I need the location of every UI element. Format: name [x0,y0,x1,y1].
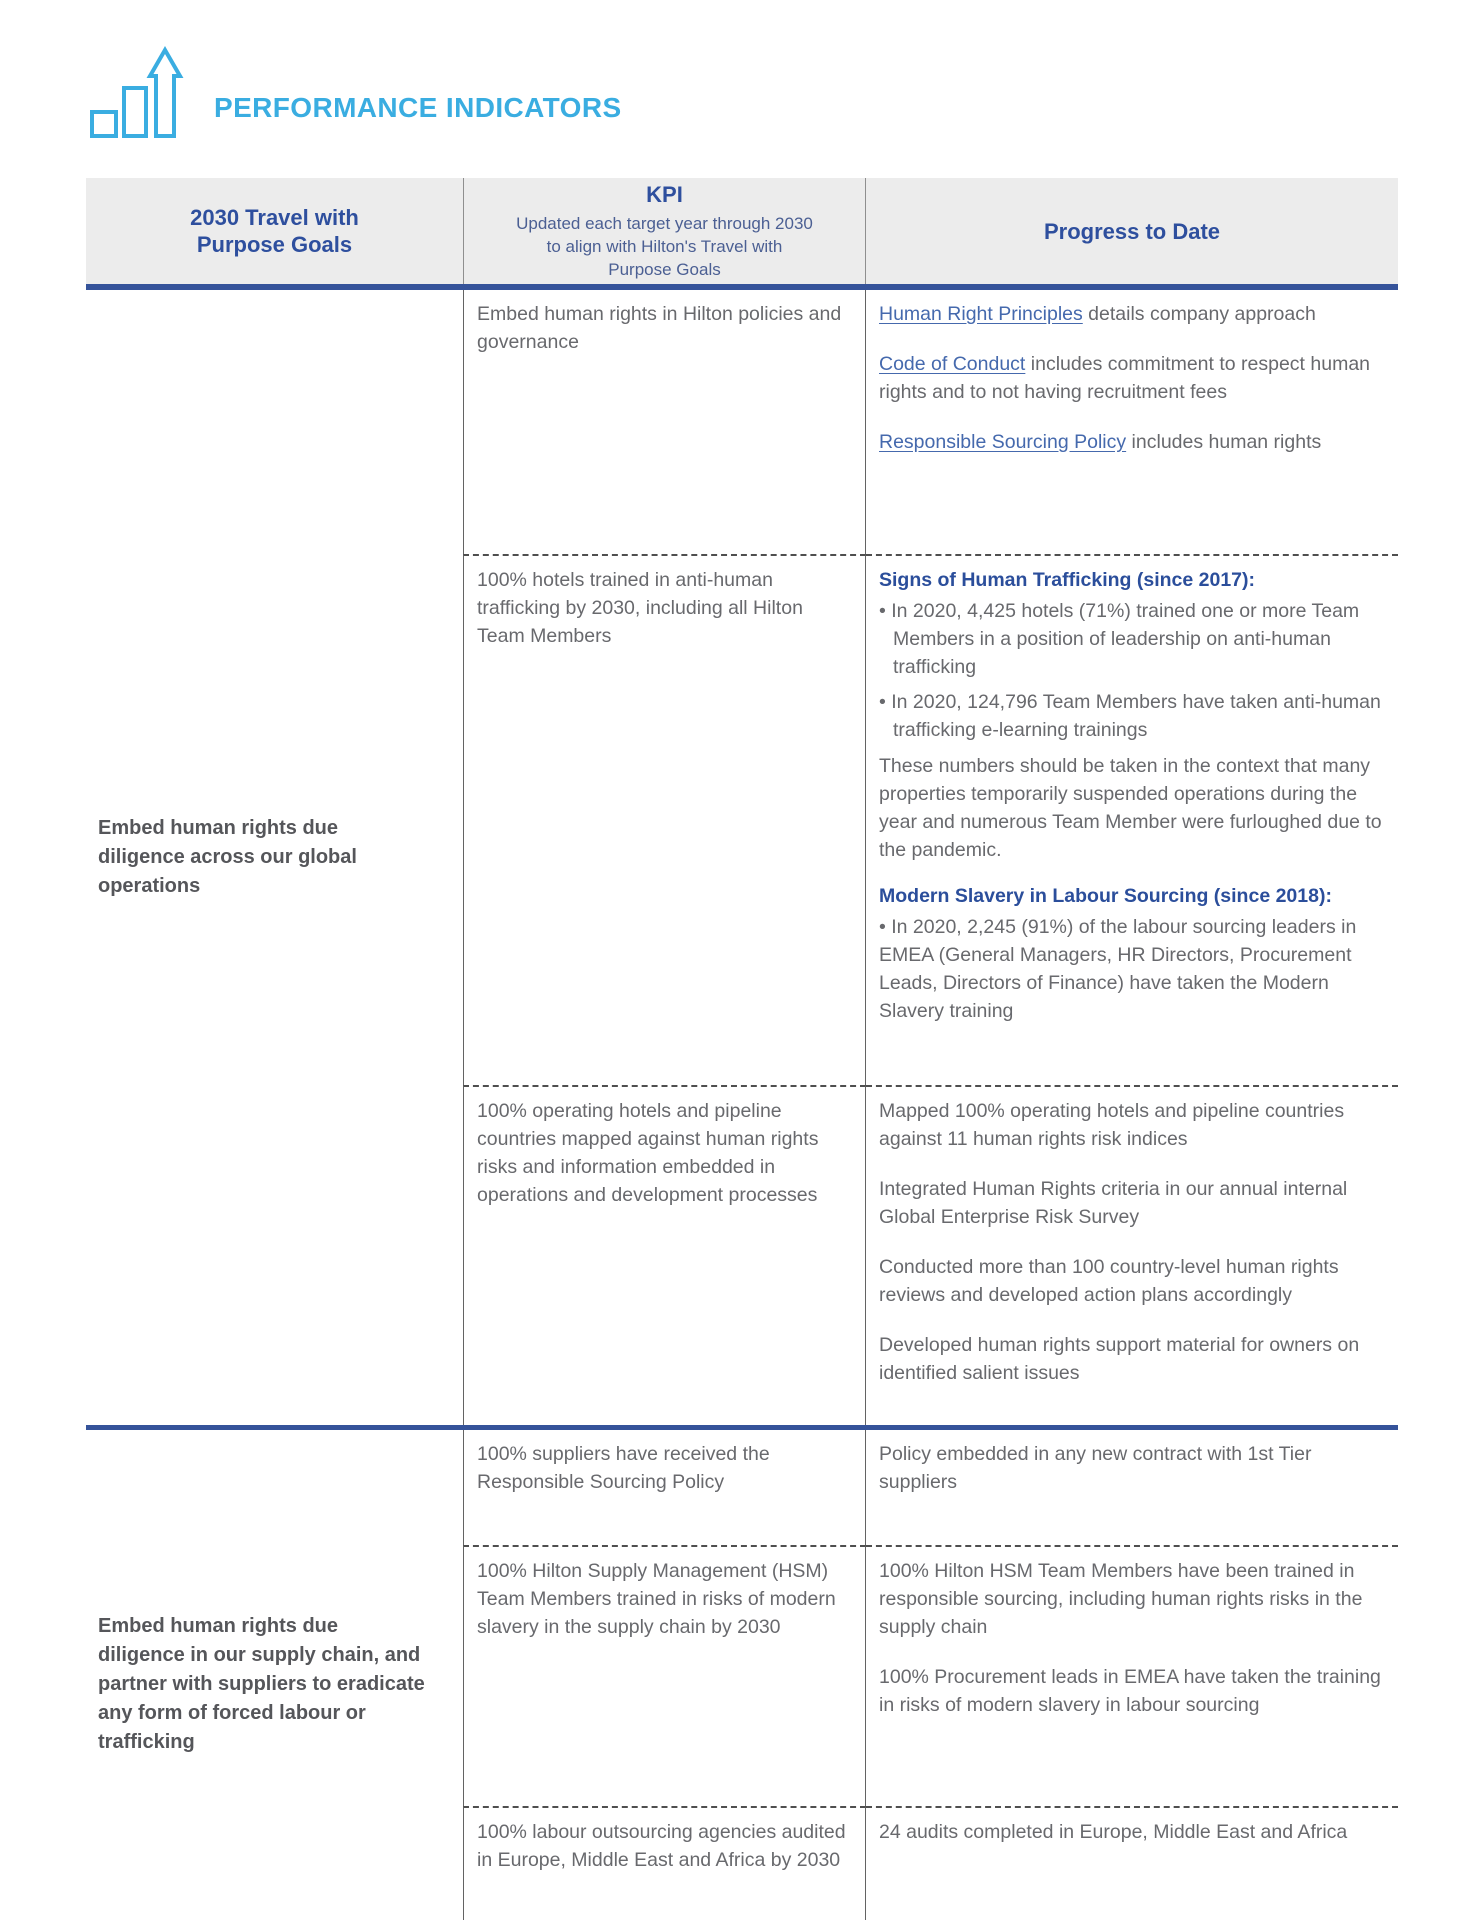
progress-cell-hsm-training: 100% Hilton HSM Team Members have been t… [866,1545,1398,1806]
progress-paragraph: Mapped 100% operating hotels and pipelin… [879,1100,1345,1150]
progress-paragraph: Conducted more than 100 country-level hu… [879,1256,1339,1306]
progress-cell-policies: Human Right Principles details company a… [866,290,1398,554]
goal-section-global-operations: Embed human rights due diligence across … [86,290,1398,1430]
table-header-row: 2030 Travel with Purpose Goals KPI Updat… [86,178,1398,290]
progress-paragraph: Policy embedded in any new contract with… [879,1443,1312,1493]
progress-paragraph: Code of Conduct includes commitment to r… [879,353,1371,403]
link-human-right-principles[interactable]: Human Right Principles [879,303,1083,325]
kpi-cell-anti-trafficking-training: 100% hotels trained in anti-human traffi… [463,554,866,1085]
progress-cell-suppliers-policy: Policy embedded in any new contract with… [866,1430,1398,1545]
progress-paragraph: Human Right Principles details company a… [879,303,1316,325]
goal-text: Embed human rights due diligence in our … [98,1614,425,1753]
goal-cell: Embed human rights due diligence across … [86,290,463,1425]
progress-paragraph: 24 audits completed in Europe, Middle Ea… [879,1821,1348,1843]
column-header-goals: 2030 Travel with Purpose Goals [190,205,359,257]
kpi-header-title: KPI [646,182,683,207]
progress-cell-risk-mapping: Mapped 100% operating hotels and pipelin… [866,1085,1398,1425]
kpi-cell-risk-mapping: 100% operating hotels and pipeline count… [463,1085,866,1425]
performance-indicators-table: 2030 Travel with Purpose Goals KPI Updat… [86,178,1398,1920]
kpi-cell-agency-audits: 100% labour outsourcing agencies audited… [463,1806,866,1920]
progress-subheading: Signs of Human Trafficking (since 2017): [879,569,1256,591]
goal-text: Embed human rights due diligence across … [98,817,357,897]
progress-paragraph: Developed human rights support material … [879,1334,1360,1384]
link-responsible-sourcing-policy[interactable]: Responsible Sourcing Policy [879,431,1127,453]
bar-chart-growth-icon [88,44,188,149]
progress-bullet: • In 2020, 2,245 (91%) of the labour sou… [879,916,1357,1022]
progress-paragraph: Responsible Sourcing Policy includes hum… [879,431,1322,453]
progress-paragraph: 100% Hilton HSM Team Members have been t… [879,1560,1363,1638]
kpi-cell-suppliers-policy: 100% suppliers have received the Respons… [463,1430,866,1545]
progress-bullet: • In 2020, 124,796 Team Members have tak… [879,691,1381,741]
progress-cell-agency-audits: 24 audits completed in Europe, Middle Ea… [866,1806,1398,1920]
kpi-header-subtitle: Updated each target year through 2030 to… [516,214,813,279]
progress-paragraph: Integrated Human Rights criteria in our … [879,1178,1348,1228]
goal-cell: Embed human rights due diligence in our … [86,1430,463,1920]
progress-note: These numbers should be taken in the con… [879,755,1382,861]
page-title: PERFORMANCE INDICATORS [214,92,622,123]
progress-cell-anti-trafficking-training: Signs of Human Trafficking (since 2017):… [866,554,1398,1085]
goal-section-supply-chain: Embed human rights due diligence in our … [86,1430,1398,1920]
column-header-progress: Progress to Date [1043,218,1221,244]
column-header-kpi: KPI Updated each target year through 203… [463,178,866,284]
progress-subheading: Modern Slavery in Labour Sourcing (since… [879,885,1332,907]
progress-bullet: • In 2020, 4,425 hotels (71%) trained on… [879,600,1360,678]
link-code-of-conduct[interactable]: Code of Conduct [879,353,1026,375]
kpi-cell-hsm-training: 100% Hilton Supply Management (HSM) Team… [463,1545,866,1806]
kpi-cell-policies: Embed human rights in Hilton policies an… [463,290,866,554]
progress-paragraph: 100% Procurement leads in EMEA have take… [879,1666,1381,1716]
